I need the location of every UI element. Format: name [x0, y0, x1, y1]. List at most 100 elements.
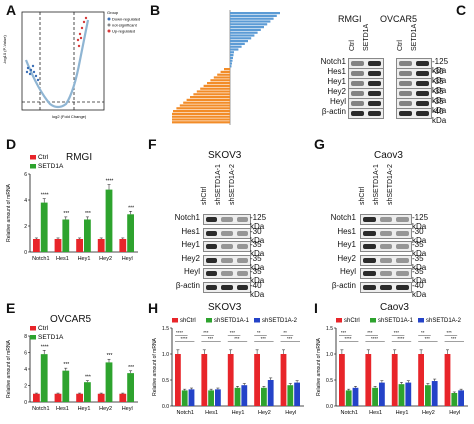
blot-band [236, 271, 248, 276]
blot-band [396, 244, 409, 249]
panel-label-c: C [456, 2, 467, 18]
legend-label: shSETD1A-1 [378, 318, 414, 324]
rank-bar [172, 121, 230, 124]
x-tick-label: Hey2 [99, 256, 112, 262]
blot-row [360, 281, 412, 293]
bar [97, 239, 105, 252]
x-tick-label: Notch1 [340, 410, 357, 416]
panel-a: A -log10 (P-Value) log2 (Fold Change) Gr… [0, 0, 150, 120]
legend-swatch [30, 326, 36, 331]
blot-band [368, 91, 381, 96]
blot-row [203, 254, 251, 266]
blot-kda-label: -35 kDa [412, 240, 427, 258]
chart-title-d: RMGI [66, 152, 93, 163]
bar [215, 389, 221, 406]
blot-kda-label: -30 kDa [250, 226, 265, 245]
bar [280, 354, 287, 406]
x-tick-label: Hes1 [369, 410, 382, 416]
y-tick-label: 1.0 [326, 352, 333, 358]
bar [431, 381, 438, 406]
legend-label: shCtrl [344, 318, 360, 324]
chart-title-e: OVCAR5 [50, 314, 92, 325]
cell-line-rmgi: RMGI [338, 14, 362, 24]
blot-band [221, 271, 233, 276]
blot-kda-label: -30 kDa [432, 67, 447, 85]
significance-label: *** [447, 330, 453, 335]
bar [84, 219, 91, 252]
chart-title-i: Caov3 [380, 302, 409, 313]
blot-kda-label: -35 kDa [432, 77, 447, 95]
blot-row-label: β-actin [331, 280, 356, 290]
blot-band [396, 284, 409, 290]
blot-row-label: Notch1 [320, 57, 346, 66]
bar [208, 390, 214, 406]
bar [294, 382, 300, 406]
blot-band [351, 61, 364, 66]
y-tick-label: 0 [24, 250, 27, 256]
significance-label: *** [367, 330, 373, 335]
x-tick-label: Hey2 [99, 406, 112, 412]
significance-label: ** [257, 330, 261, 335]
rank-bar [200, 87, 230, 90]
significance-label: *** [208, 336, 214, 341]
x-tick-label: Hes1 [205, 410, 218, 416]
rank-bar [176, 107, 230, 110]
blot-kda-label: -40 kDa [250, 280, 265, 299]
blot-band [368, 71, 381, 76]
panel-d: D RMGI 0 2 4 6 Relative amount of mRNA Notch1… [0, 136, 145, 270]
x-tick-label: Heyl [449, 410, 460, 416]
rank-bar [230, 23, 268, 26]
blot-row-label: Notch1 [330, 213, 356, 222]
blot-band [236, 244, 248, 249]
significance-label: *** [287, 336, 293, 341]
blot-kda-label: -35 kDa [432, 87, 447, 105]
panel-b: B [150, 0, 305, 130]
significance-label: **** [41, 193, 49, 199]
significance-label: *** [107, 353, 113, 359]
blot-row-label: Heyl [339, 267, 356, 276]
rank-bar [230, 31, 258, 34]
ranked-bar-plot [172, 10, 280, 125]
legend-label: shSETD1A-2 [262, 318, 298, 324]
legend-swatch [254, 318, 260, 323]
significance-label: ** [283, 330, 287, 335]
blot-band [206, 244, 218, 249]
bar [379, 382, 385, 406]
x-tick-label: Hey2 [258, 410, 271, 416]
y-axis-label: Relative amount of mRNA [152, 337, 158, 395]
blot-row [203, 214, 251, 225]
legend-label: shCtrl [180, 318, 196, 324]
rank-bar [220, 70, 230, 73]
blot-band [206, 230, 218, 236]
rank-bar [172, 112, 230, 115]
significance-label: *** [230, 330, 236, 335]
x-tick-label: Heyl [122, 406, 133, 412]
significance-label: **** [397, 336, 404, 341]
rank-bar [224, 68, 230, 71]
blot-kda-label: -35 kDa [412, 267, 427, 285]
blot-row-label: Heyl [183, 267, 200, 276]
legend-down: Down-regulated [112, 17, 140, 22]
bar [40, 202, 48, 252]
blot-kda-label: -125 kDa [250, 213, 267, 231]
blot-kda-label: -40 kDa [412, 280, 427, 299]
panel-e: E OVCAR5 0 2 4 6 8 Relative amount of mRNA Not… [0, 300, 145, 424]
blot-band [363, 257, 376, 263]
legend-swatch [30, 164, 36, 169]
panel-label-f: F [148, 136, 157, 152]
significance-label: *** [128, 205, 134, 211]
rank-bar [230, 28, 261, 31]
legend-ns: not-significant [112, 23, 138, 28]
rank-bar [183, 101, 230, 104]
blot-band [416, 81, 429, 86]
y-tick-label: 0.5 [162, 378, 169, 384]
blot-row-label: β-actin [175, 280, 200, 290]
blot-band [363, 271, 376, 276]
x-tick-label: Hey1 [396, 410, 409, 416]
significance-label: *** [85, 375, 91, 381]
rank-bar [230, 34, 255, 37]
bar [119, 393, 127, 402]
blot-row [203, 241, 251, 252]
rank-bar [230, 48, 239, 51]
y-axis-label: Relative amount of mRNA [6, 339, 12, 397]
